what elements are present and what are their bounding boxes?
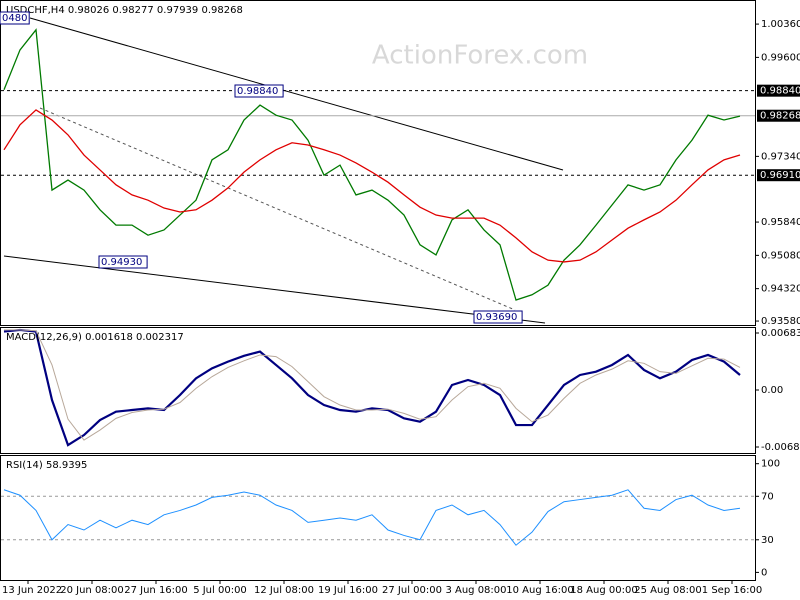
panel-title: MACD(12,26,9) 0.001618 0.002317 — [6, 332, 184, 343]
last-price-box — [757, 109, 800, 122]
x-tick-label: 5 Jul 00:00 — [193, 585, 247, 596]
x-tick-label: 3 Aug 08:00 — [445, 585, 506, 596]
y-tick-label: 70 — [761, 491, 774, 502]
level-box — [757, 84, 800, 97]
last-price-label: 0.98268 — [760, 111, 800, 122]
panel-border — [0, 455, 756, 581]
x-tick-label: 27 Jul 00:00 — [382, 585, 442, 596]
annotation: 0.94930 — [101, 257, 142, 268]
panel-title: RSI(14) 58.9395 — [6, 460, 87, 471]
trend-line — [29, 17, 564, 171]
x-tick-label: 19 Jul 16:00 — [318, 585, 378, 596]
y-tick-label: 0.95080 — [761, 250, 800, 261]
trend-line — [3, 255, 546, 324]
y-tick-label: 0.95840 — [761, 217, 800, 228]
series-line — [4, 329, 741, 441]
y-tick-label: -0.00683 — [761, 442, 800, 453]
x-tick-label: 27 Jun 16:00 — [124, 585, 188, 596]
series-line — [3, 489, 741, 546]
y-tick-label: 0.006832 — [761, 328, 800, 339]
level-label: 0.96910 — [760, 170, 800, 181]
annotation-box — [473, 310, 523, 324]
x-tick-label: 1 Sep 16:00 — [702, 585, 762, 596]
series-line — [3, 109, 741, 263]
panel-title: USDCHF,H4 0.98026 0.98277 0.97939 0.9826… — [6, 5, 243, 16]
x-tick-label: 13 Jun 2022 — [2, 585, 62, 596]
y-tick-label: 30 — [761, 535, 774, 546]
level-label: 0.98840 — [760, 86, 800, 97]
level-box — [757, 169, 800, 182]
annotation: 0480 — [2, 13, 27, 24]
annotation-box — [0, 11, 30, 25]
y-tick-label: 0 — [761, 567, 767, 578]
channel-line — [39, 107, 516, 311]
y-tick-label: 1.00360 — [761, 19, 800, 30]
y-tick-label: 0.97340 — [761, 151, 800, 162]
y-tick-label: 0.94320 — [761, 284, 800, 295]
series-line — [3, 328, 741, 447]
series-line — [3, 28, 741, 301]
y-tick-label: 100 — [761, 459, 780, 470]
annotation: 0.98840 — [237, 86, 278, 97]
x-tick-label: 10 Aug 16:00 — [506, 585, 573, 596]
annotation: 0.93690 — [476, 312, 517, 323]
y-tick-label: 0.00 — [761, 385, 783, 396]
x-tick-label: 20 Jun 08:00 — [60, 585, 124, 596]
x-tick-label: 18 Aug 00:00 — [570, 585, 637, 596]
annotation-box — [98, 255, 148, 269]
y-tick-label: 0.93580 — [761, 316, 800, 327]
x-tick-label: 25 Aug 08:00 — [634, 585, 701, 596]
watermark: ActionForex.com — [372, 41, 588, 71]
annotation-box — [234, 84, 284, 98]
y-tick-label: 0.99600 — [761, 52, 800, 63]
x-tick-label: 12 Jul 08:00 — [254, 585, 314, 596]
panel-border — [0, 0, 756, 326]
